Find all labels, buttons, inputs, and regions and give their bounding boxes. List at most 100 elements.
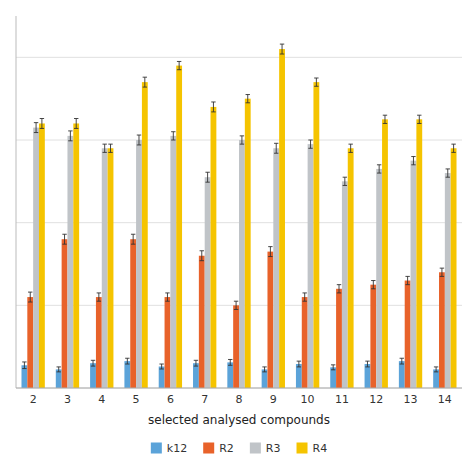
grid: [16, 57, 462, 388]
bar: [239, 140, 245, 388]
bar: [62, 239, 68, 388]
x-axis-line: [16, 388, 462, 389]
x-tick-label: 5: [133, 393, 140, 406]
error-bar: [383, 115, 387, 123]
bar: [159, 367, 165, 388]
error-bar: [302, 293, 306, 301]
error-bar: [91, 360, 95, 366]
error-bar: [125, 358, 129, 364]
error-bar: [143, 77, 147, 87]
error-bar: [194, 360, 198, 366]
bar: [405, 281, 411, 388]
bar: [399, 361, 405, 388]
error-bar: [411, 157, 415, 165]
bar: [416, 119, 422, 388]
bar: [130, 239, 136, 388]
bar: [90, 363, 96, 388]
error-bar: [102, 144, 106, 152]
error-bar: [165, 293, 169, 301]
bar: [267, 252, 273, 388]
bar: [308, 144, 314, 388]
bar: [365, 364, 371, 388]
error-bar: [171, 132, 175, 140]
error-bar: [57, 367, 61, 372]
bar: [33, 128, 39, 388]
error-bar: [297, 361, 301, 367]
error-bar: [62, 234, 66, 244]
legend: k12 R2 R3 R4: [151, 442, 327, 455]
error-bar: [377, 165, 381, 173]
error-bar: [68, 131, 72, 141]
bar: [227, 362, 233, 388]
x-tick-label: 14: [438, 393, 452, 406]
bar: [96, 297, 102, 388]
x-tick-label: 12: [369, 393, 383, 406]
error-bar: [337, 285, 341, 293]
bar: [27, 297, 33, 388]
bar: [233, 305, 239, 388]
bar: [342, 181, 348, 388]
error-bar: [400, 358, 404, 364]
x-tick-label: 6: [167, 393, 174, 406]
x-tick-label: 10: [301, 393, 315, 406]
legend-swatch: [151, 443, 162, 454]
error-bar: [446, 169, 450, 177]
error-bar: [405, 276, 409, 284]
error-bar: [97, 293, 101, 301]
bar: [445, 173, 451, 388]
error-bar: [205, 172, 209, 182]
bar: [193, 363, 199, 388]
error-bar: [280, 44, 284, 54]
x-axis-label: selected analysed compounds: [148, 413, 330, 427]
bar: [296, 364, 302, 388]
x-tick-label: 11: [335, 393, 349, 406]
bar: [142, 82, 148, 388]
error-bar: [274, 143, 278, 153]
legend-label: R4: [313, 442, 328, 455]
error-bar: [228, 359, 232, 365]
error-bar: [343, 177, 347, 185]
bar: [199, 256, 205, 388]
x-tick-label: 9: [270, 393, 277, 406]
bar: [136, 140, 142, 388]
y-axis-line: [16, 16, 17, 388]
legend-label: R2: [219, 442, 234, 455]
bar: [302, 297, 308, 388]
bar: [376, 169, 382, 388]
legend-swatch: [250, 443, 261, 454]
error-bar: [434, 367, 438, 372]
bar: [170, 136, 176, 388]
error-bar: [262, 367, 266, 372]
bar: [273, 148, 279, 388]
error-bar: [159, 364, 163, 369]
error-bar: [348, 144, 352, 152]
legend-swatch: [203, 443, 214, 454]
bar: [67, 136, 73, 388]
bar: [39, 123, 45, 388]
grid-line: [16, 57, 462, 58]
marks: [21, 44, 456, 388]
x-tick-label: 3: [64, 393, 71, 406]
bar: [165, 297, 171, 388]
x-tick-label: 4: [98, 393, 105, 406]
error-bar: [331, 365, 335, 370]
chart: 234567891011121314selected analysed comp…: [0, 0, 474, 474]
bar: [176, 66, 182, 388]
legend-label: k12: [167, 442, 187, 455]
error-bar: [131, 234, 135, 244]
error-bar: [74, 119, 78, 129]
error-bar: [417, 115, 421, 123]
error-bar: [211, 102, 215, 112]
error-bar: [240, 136, 244, 144]
error-bar: [268, 247, 272, 257]
bar: [245, 99, 251, 388]
legend-label: R3: [266, 442, 281, 455]
bar: [124, 361, 130, 388]
bar: [211, 107, 217, 388]
bar: [73, 123, 79, 388]
error-bar: [365, 361, 369, 367]
bar: [108, 148, 114, 388]
x-tick-label: 7: [201, 393, 208, 406]
bar: [336, 289, 342, 388]
grid-line: [16, 388, 462, 389]
